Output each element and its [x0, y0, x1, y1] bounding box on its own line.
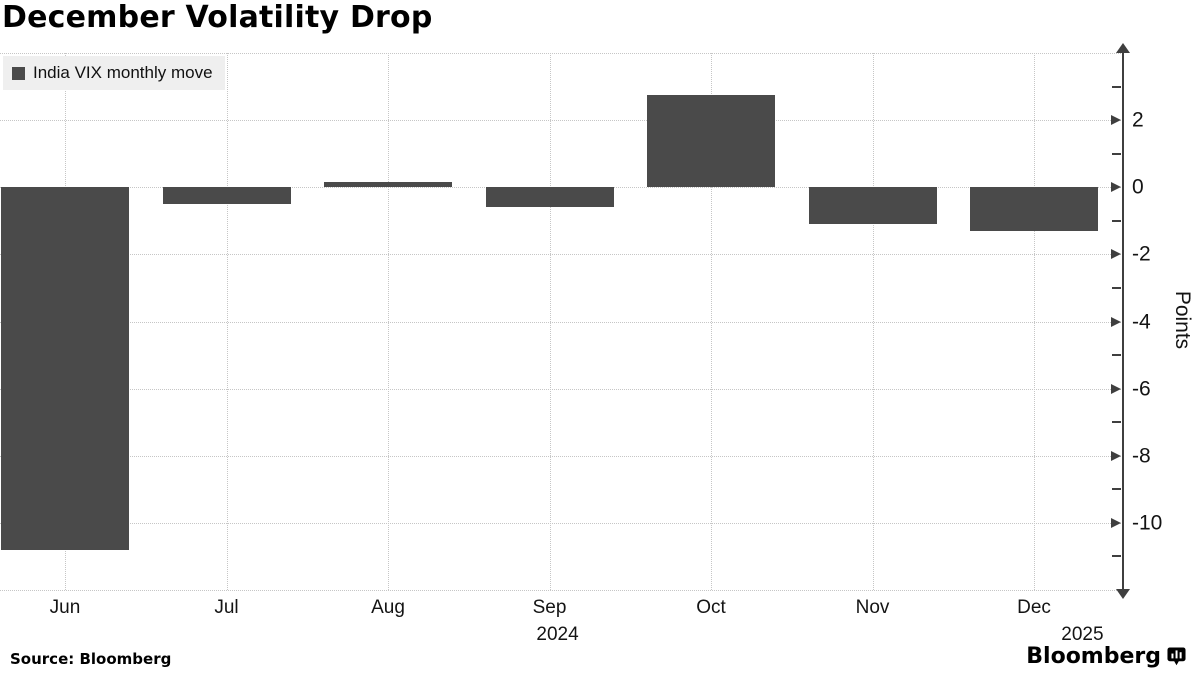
- bar-jun: [1, 187, 129, 550]
- y-tick-minor: [1112, 85, 1121, 88]
- gridline-horizontal: [0, 53, 1123, 54]
- x-tick-label: Oct: [696, 597, 726, 618]
- bar-aug: [324, 182, 452, 188]
- gridline-vertical: [1034, 53, 1035, 590]
- y-tick-label: 0: [1132, 175, 1144, 199]
- x-tick-label: Sep: [532, 597, 567, 618]
- source-note: Source: Bloomberg: [10, 650, 172, 668]
- chart-title: December Volatility Drop: [2, 0, 433, 35]
- x-axis-year-label: 2025: [1061, 624, 1104, 645]
- y-tick-label: -4: [1132, 310, 1151, 333]
- y-axis-line: [1122, 49, 1124, 592]
- y-tick-label: -10: [1132, 511, 1163, 535]
- y-tick-label: -8: [1132, 444, 1151, 468]
- y-tick-major-icon: [1111, 115, 1121, 126]
- bar-nov: [808, 187, 937, 225]
- gridline-vertical: [226, 53, 228, 590]
- gridline-horizontal: [0, 321, 1123, 323]
- y-axis-arrow-up-icon: [1116, 43, 1130, 53]
- x-tick-label: Nov: [855, 597, 890, 618]
- y-tick-minor: [1112, 286, 1121, 289]
- y-tick-major-icon: [1111, 316, 1121, 327]
- y-tick-minor: [1112, 421, 1121, 424]
- gridline-horizontal: [0, 455, 1123, 457]
- y-tick-label: -2: [1132, 242, 1151, 266]
- bar-dec: [970, 187, 1098, 231]
- bar-sep: [485, 187, 614, 208]
- x-axis-year-label: 2024: [536, 624, 579, 645]
- gridline-horizontal: [0, 120, 1123, 122]
- y-tick-major-icon: [1111, 383, 1121, 394]
- gridline-vertical: [388, 53, 389, 590]
- y-tick-major-icon: [1111, 517, 1121, 528]
- y-tick-minor: [1112, 555, 1121, 558]
- y-tick-major-icon: [1111, 450, 1121, 461]
- legend: India VIX monthly move: [3, 56, 225, 90]
- bloomberg-terminal-icon: [1167, 647, 1186, 666]
- x-tick-label: Jul: [214, 597, 239, 618]
- gridline-horizontal: [0, 522, 1123, 524]
- y-tick-major-icon: [1111, 182, 1121, 193]
- y-tick-label: 2: [1132, 108, 1144, 132]
- y-tick-major-icon: [1111, 249, 1121, 260]
- legend-label: India VIX monthly move: [33, 63, 213, 82]
- x-tick-label: Jun: [49, 597, 81, 618]
- y-axis-arrow-down-icon: [1116, 589, 1130, 599]
- gridline-vertical: [711, 53, 712, 590]
- legend-swatch-icon: [12, 66, 25, 80]
- bar-jul: [162, 187, 291, 205]
- gridline-vertical: [872, 53, 874, 590]
- bloomberg-logo: Bloomberg: [1026, 644, 1186, 669]
- y-tick-minor: [1112, 354, 1121, 357]
- bloomberg-logo-text: Bloomberg: [1026, 644, 1161, 669]
- gridline-horizontal: [0, 590, 1123, 591]
- y-tick-minor: [1112, 219, 1121, 222]
- bar-oct: [647, 94, 775, 188]
- y-tick-minor: [1112, 152, 1121, 155]
- y-tick-minor: [1112, 488, 1121, 491]
- gridline-horizontal: [0, 254, 1123, 256]
- gridline-vertical: [549, 53, 551, 590]
- gridline-horizontal: [0, 388, 1123, 390]
- y-axis-title: Points: [1171, 290, 1194, 350]
- x-tick-label: Dec: [1017, 597, 1051, 618]
- y-tick-label: -6: [1132, 377, 1151, 401]
- x-tick-label: Aug: [371, 597, 405, 618]
